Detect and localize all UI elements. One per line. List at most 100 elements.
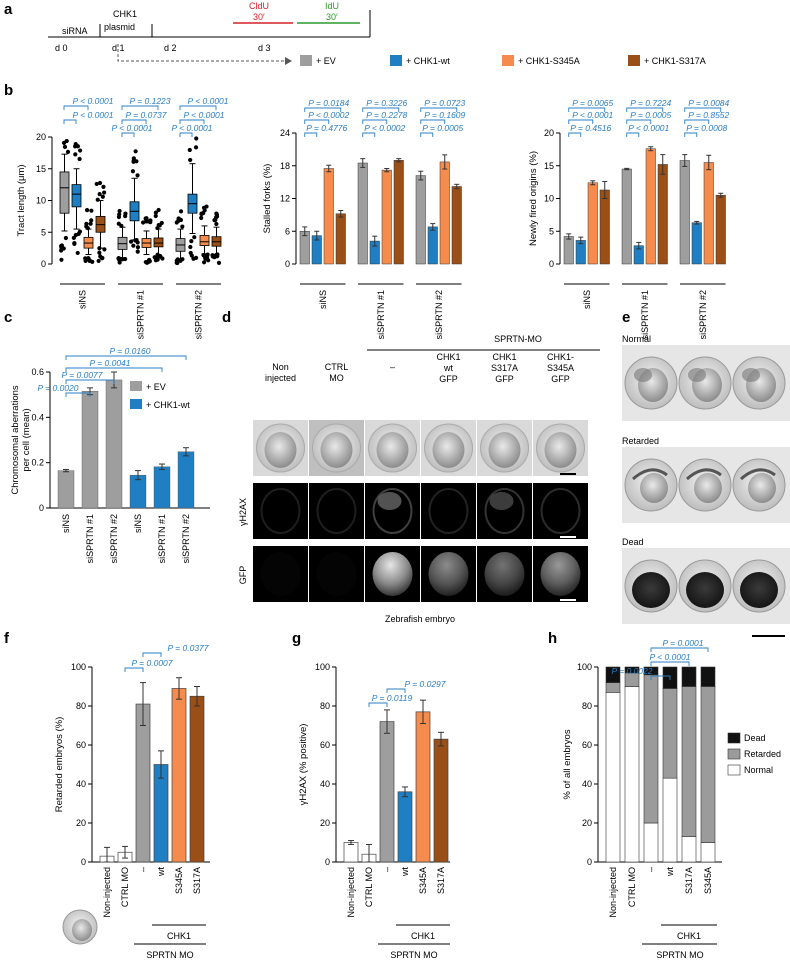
chk1-label: CHK1 [113,9,137,19]
gh2ax-signal [540,488,581,534]
bar [335,213,346,265]
outlier [123,214,128,219]
p-value: P = 0.3226 [366,98,407,108]
outlier [153,213,158,219]
p-value: P < 0.0001 [111,123,152,133]
column-label: CHK1 wt GFP [436,352,460,384]
x-tick-label: siNS [133,514,143,533]
y-tick-label: 100 [315,662,330,672]
bar [427,226,438,265]
siRNA-label: siRNA [62,26,88,36]
p-value: P = 0.0723 [424,98,465,108]
p-value: P = 0.0084 [688,98,729,108]
p-bracket [65,367,163,372]
p-value: P = 0.4776 [306,123,347,133]
stack-segment [605,666,621,683]
y-axis-label: Newly fired origins (%) [528,151,539,246]
outlier [201,205,207,210]
day-0: d 0 [55,43,68,53]
y-tick-label: 0.2 [31,458,44,468]
outlier [189,238,194,244]
x-tick-label: CTRL MO [120,867,130,907]
embryo-yolk [432,432,465,468]
gh2ax-signal [260,488,301,534]
p-value: P < 0.0002 [364,123,405,133]
outlier [59,257,64,262]
outlier [188,244,193,250]
y-axis-label: % of all embryos [562,729,573,799]
x-tick-label: S345A [418,867,428,894]
outlier [176,216,181,221]
outlier [84,208,90,213]
y-axis-label: Tract length (μm) [16,164,27,236]
outlier [63,235,68,241]
y-tick-label: 60 [76,740,86,750]
p-value: P < 0.0001 [572,110,613,120]
outlier [131,243,136,248]
group-label: siSPRTN #1 [640,290,650,339]
y-tick-label: 15 [544,161,554,171]
bar [153,764,169,863]
bar [397,791,413,863]
outlier [97,246,102,251]
bar [135,703,151,863]
outlier [201,260,207,265]
stack-segment [605,692,621,863]
bar [393,160,404,265]
x-tick-label: S317A [192,867,202,894]
p-bracket [626,132,640,137]
outlier [85,226,90,231]
legend-label: + EV [146,382,166,392]
y-tick-label: 18 [280,161,290,171]
p-value: P = 0.0077 [61,370,102,380]
y-axis-label: Retarded embryos (%) [54,717,65,813]
y-tick-label: 10 [544,194,554,204]
p-value: P = 0.0041 [89,358,130,368]
p-bracket [65,355,187,360]
stack-segment [681,666,697,687]
legend-s317a: + CHK1-S317A [644,56,706,66]
outlier [99,256,105,261]
outlier [65,149,71,154]
gfp-signal [484,552,525,596]
group-label: siNS [78,290,88,309]
stack-segment [605,682,621,693]
legend-ev: + EV [316,56,336,66]
stack-segment [662,688,678,779]
bar [381,169,392,265]
p-bracket [179,105,217,110]
panel-label-f: f [4,630,10,647]
panel-label-h: h [548,630,557,647]
chk1-label: CHK1 [167,931,191,941]
outlier [128,239,134,244]
caption: Zebrafish embryo [385,614,455,624]
outlier [146,259,151,265]
outlier [176,258,181,263]
p-bracket [304,107,342,112]
y-tick-label: 60 [320,740,330,750]
gh2ax-signal [372,488,413,534]
bar [343,842,359,863]
embryo-head [742,368,760,382]
bar [379,721,395,863]
y-tick-label: 60 [582,740,592,750]
outlier [97,180,103,186]
outlier [178,209,184,214]
outlier [89,218,94,223]
p-bracket [568,132,582,137]
p-value: P = 0.7224 [630,98,671,108]
column-label: – [390,362,395,372]
p-value: P = 0.0001 [662,638,703,648]
gh2ax-tile [309,483,364,539]
outlier [59,243,65,248]
outlier [96,258,101,264]
x-tick-label: – [646,867,656,872]
gh2ax-signal [484,488,525,534]
outlier [117,208,122,214]
stack-segment [681,836,697,863]
outlier [192,235,197,240]
outlier [88,221,93,226]
p-bracket [684,119,710,124]
outlier [214,211,219,216]
